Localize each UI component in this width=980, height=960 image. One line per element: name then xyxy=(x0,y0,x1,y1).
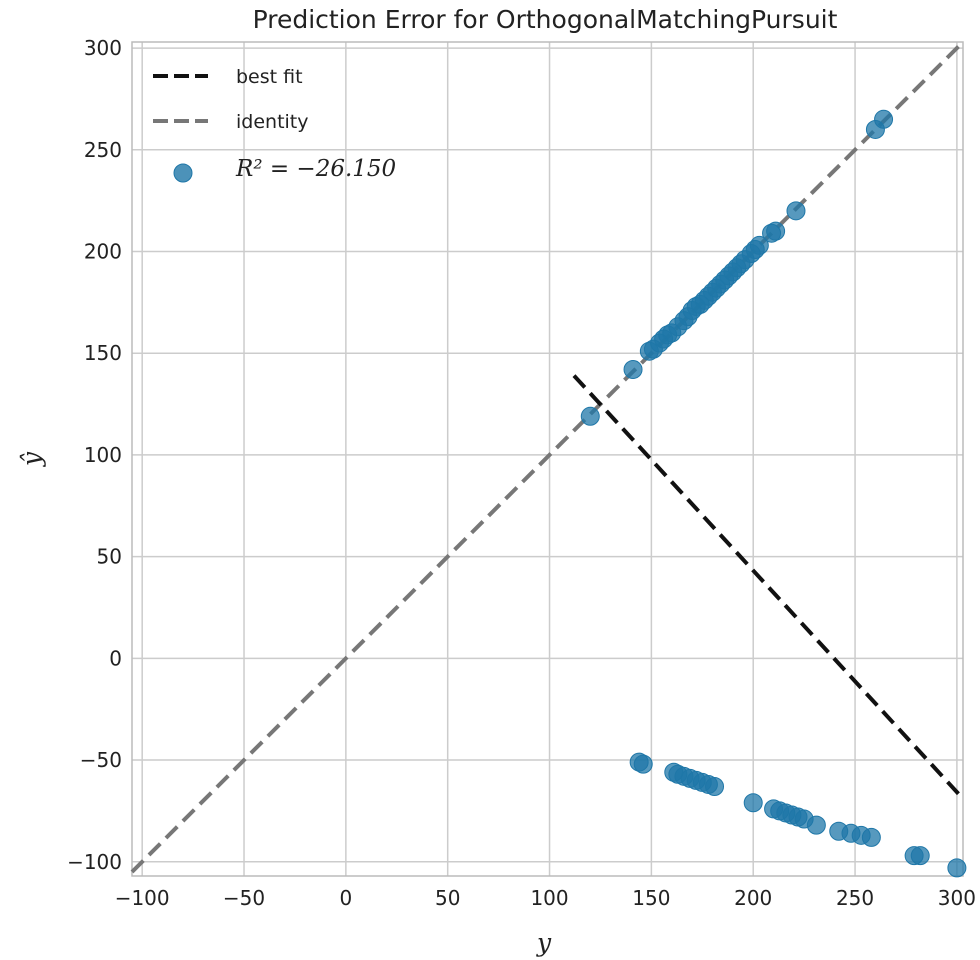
x-tick-label: 300 xyxy=(938,886,976,910)
y-tick-label: 150 xyxy=(84,341,122,365)
legend-identity-label: identity xyxy=(236,111,309,133)
best-fit-line xyxy=(572,374,965,801)
data-point xyxy=(786,201,806,221)
y-tick-label: 50 xyxy=(97,545,122,569)
identity-line xyxy=(130,40,965,874)
reference-lines xyxy=(130,40,965,874)
y-tick-label: 100 xyxy=(84,443,122,467)
legend-scatter-marker xyxy=(173,163,193,183)
data-point xyxy=(580,406,600,426)
y-tick-label: 250 xyxy=(84,138,122,162)
x-axis-label: y xyxy=(536,928,552,957)
x-tick-label: 100 xyxy=(530,886,568,910)
data-point xyxy=(874,109,894,129)
x-tick-label: 0 xyxy=(339,886,352,910)
y-tick-label: 0 xyxy=(109,646,122,670)
y-tick-label: −100 xyxy=(67,850,122,874)
data-point xyxy=(749,235,769,255)
y-tick-label: 300 xyxy=(84,36,122,60)
x-tick-label: 250 xyxy=(836,886,874,910)
data-point xyxy=(743,793,763,813)
x-tick-label: −100 xyxy=(115,886,170,910)
plot-frame xyxy=(131,41,964,877)
data-point xyxy=(705,776,725,796)
legend-r2-label: R² = −26.150 xyxy=(235,156,396,182)
x-tick-label: 150 xyxy=(632,886,670,910)
chart-title: Prediction Error for OrthogonalMatchingP… xyxy=(253,5,838,34)
x-tick-label: 200 xyxy=(734,886,772,910)
y-axis-label: ŷ xyxy=(17,451,46,467)
y-tick-label: −50 xyxy=(80,748,122,772)
data-point xyxy=(623,359,643,379)
data-point xyxy=(861,827,881,847)
y-tick-labels: −100 −50 0 50 100 150 200 250 300 xyxy=(67,36,122,874)
legend-best-fit-label: best fit xyxy=(236,66,303,88)
x-tick-label: −50 xyxy=(223,886,265,910)
data-point xyxy=(766,221,786,241)
data-point xyxy=(633,754,653,774)
x-tick-labels: −100 −50 0 50 100 150 200 250 300 xyxy=(115,886,976,910)
scatter-points xyxy=(580,109,967,878)
y-tick-label: 200 xyxy=(84,240,122,264)
data-point xyxy=(910,846,930,866)
x-tick-label: 50 xyxy=(435,886,460,910)
legend: best fit identity R² = −26.150 xyxy=(153,66,396,183)
data-point xyxy=(806,815,826,835)
data-point xyxy=(947,858,967,878)
